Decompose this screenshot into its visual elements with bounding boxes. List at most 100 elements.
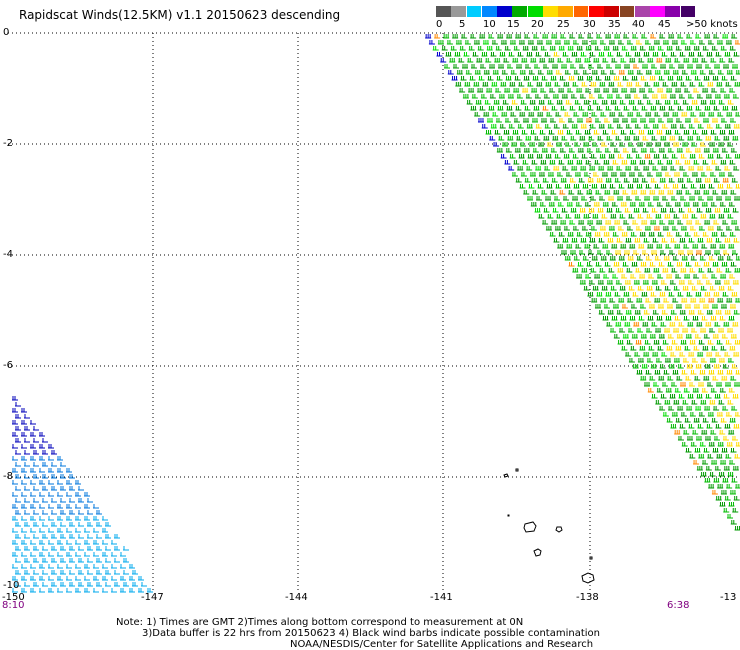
wind-barb bbox=[615, 64, 622, 69]
wind-barb bbox=[553, 52, 560, 57]
wind-barb bbox=[695, 220, 702, 225]
wind-barb bbox=[570, 64, 577, 69]
wind-barb bbox=[577, 190, 584, 195]
wind-barb bbox=[657, 232, 664, 237]
wind-barb bbox=[660, 136, 667, 141]
wind-barb bbox=[661, 238, 668, 243]
wind-barb bbox=[716, 226, 723, 231]
wind-barb bbox=[682, 328, 689, 333]
wind-barb bbox=[682, 172, 689, 177]
wind-barb bbox=[724, 124, 731, 129]
wind-barb bbox=[534, 64, 541, 69]
wind-barb bbox=[734, 412, 740, 417]
wind-barb bbox=[630, 346, 637, 351]
wind-barb bbox=[596, 34, 603, 39]
wind-barb bbox=[514, 148, 521, 153]
wind-barb bbox=[510, 70, 517, 75]
wind-barb bbox=[560, 178, 567, 183]
x-label-144: -144 bbox=[285, 592, 308, 603]
wind-barb bbox=[21, 420, 27, 425]
wind-barb bbox=[723, 508, 730, 513]
wind-barb bbox=[591, 298, 598, 303]
wind-barb bbox=[42, 582, 48, 587]
wind-barb bbox=[428, 40, 435, 45]
wind-barb bbox=[60, 486, 66, 491]
wind-barb bbox=[48, 576, 54, 581]
wind-barb bbox=[726, 184, 733, 189]
wind-barb bbox=[132, 582, 138, 587]
wind-barb bbox=[668, 178, 675, 183]
wind-barb bbox=[586, 76, 593, 81]
wind-barb bbox=[661, 352, 668, 357]
wind-barb bbox=[660, 64, 667, 69]
wind-barb bbox=[500, 154, 507, 159]
wind-barb bbox=[635, 268, 642, 273]
wind-barb bbox=[676, 76, 683, 81]
wind-barb bbox=[680, 382, 687, 387]
wind-barb bbox=[675, 274, 682, 279]
wind-barb bbox=[654, 184, 661, 189]
wind-barb bbox=[635, 154, 642, 159]
wind-barb bbox=[30, 444, 36, 449]
wind-barb bbox=[39, 456, 45, 461]
wind-barb bbox=[15, 426, 21, 431]
wind-barb bbox=[42, 558, 48, 563]
wind-barb bbox=[662, 154, 669, 159]
wind-barb bbox=[666, 232, 673, 237]
wind-barb bbox=[460, 76, 467, 81]
wind-barb bbox=[707, 268, 714, 273]
wind-barb bbox=[655, 214, 662, 219]
wind-barb bbox=[702, 160, 709, 165]
wind-barb bbox=[479, 106, 486, 111]
wind-barb bbox=[529, 142, 536, 147]
wind-barb bbox=[719, 202, 726, 207]
wind-barb bbox=[436, 52, 443, 57]
wind-barb bbox=[697, 238, 704, 243]
wind-barb bbox=[600, 256, 607, 261]
wind-barb bbox=[42, 486, 48, 491]
wind-barb bbox=[610, 214, 617, 219]
wind-barb bbox=[658, 376, 665, 381]
wind-barb bbox=[693, 118, 700, 123]
wind-barb bbox=[691, 142, 698, 147]
wind-barb bbox=[69, 558, 75, 563]
wind-barb bbox=[584, 244, 591, 249]
wind-barb bbox=[666, 418, 673, 423]
wind-barb bbox=[505, 76, 512, 81]
wind-barb bbox=[549, 88, 556, 93]
wind-barb bbox=[675, 418, 682, 423]
wind-barb bbox=[662, 340, 669, 345]
wind-barb bbox=[33, 426, 39, 431]
wind-barb bbox=[635, 82, 642, 87]
wind-barb bbox=[574, 142, 581, 147]
wind-barb bbox=[683, 430, 690, 435]
wind-barb bbox=[723, 394, 730, 399]
wind-barb bbox=[619, 100, 626, 105]
wind-barb bbox=[604, 148, 611, 153]
wind-barb bbox=[525, 136, 532, 141]
wind-barb bbox=[658, 262, 665, 267]
wind-barb bbox=[670, 124, 677, 129]
wind-barb bbox=[504, 160, 511, 165]
legend-tick-label: 5 bbox=[459, 19, 466, 30]
wind-barb bbox=[567, 118, 574, 123]
wind-barb bbox=[696, 136, 703, 141]
wind-barb bbox=[671, 412, 678, 417]
wind-barb bbox=[84, 552, 90, 557]
wind-barb bbox=[654, 256, 661, 261]
wind-barb bbox=[731, 436, 738, 441]
wind-barb bbox=[651, 64, 658, 69]
wind-barb bbox=[474, 70, 481, 75]
wind-barb bbox=[551, 220, 558, 225]
wind-barb bbox=[57, 528, 63, 533]
wind-barb bbox=[664, 328, 671, 333]
wind-barb bbox=[87, 522, 93, 527]
island-outline bbox=[555, 526, 563, 533]
wind-barb bbox=[468, 88, 475, 93]
wind-barb bbox=[575, 130, 582, 135]
wind-barb bbox=[605, 292, 612, 297]
wind-barb bbox=[518, 82, 525, 87]
wind-barb bbox=[601, 172, 608, 177]
wind-barb bbox=[547, 142, 554, 147]
wind-barb bbox=[634, 238, 641, 243]
